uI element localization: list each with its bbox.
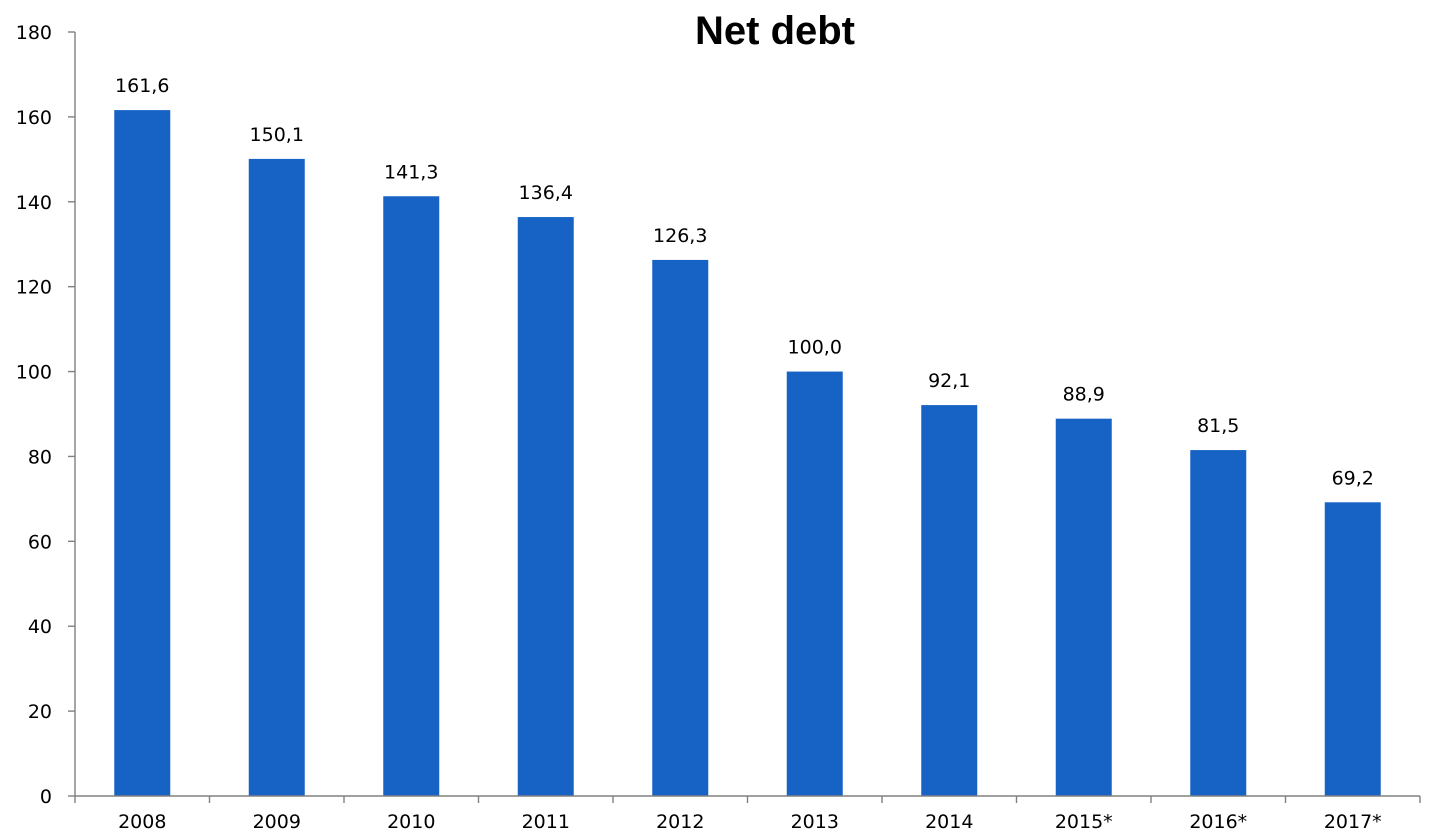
x-tick-label: 2016* — [1189, 811, 1247, 833]
data-label: 92,1 — [928, 370, 970, 392]
data-label: 150,1 — [250, 124, 304, 146]
y-tick-label: 60 — [28, 531, 52, 553]
x-tick-label: 2014 — [925, 811, 973, 833]
data-label: 141,3 — [384, 161, 438, 183]
bar — [114, 110, 171, 796]
x-tick-label: 2013 — [791, 811, 839, 833]
x-tick-label: 2010 — [387, 811, 435, 833]
data-label: 126,3 — [653, 225, 707, 247]
bar — [921, 405, 978, 796]
bar — [248, 158, 305, 797]
data-label: 88,9 — [1063, 384, 1105, 406]
bar — [786, 371, 843, 796]
bar — [1055, 418, 1112, 796]
x-tick-label: 2011 — [522, 811, 570, 833]
y-tick-label: 20 — [28, 701, 52, 723]
data-label: 69,2 — [1332, 467, 1374, 489]
bar — [517, 217, 574, 796]
chart-title: Net debt — [695, 9, 855, 53]
y-tick-label: 100 — [16, 362, 52, 384]
bars-group — [114, 110, 1381, 797]
data-labels-group: 161,6 150,1 141,3 136,4 126,3 100,0 92,1 88,9 81… — [115, 75, 1374, 489]
y-tick-label: 0 — [40, 786, 52, 808]
data-label: 81,5 — [1197, 415, 1239, 437]
bar — [1190, 450, 1247, 796]
y-tick-label: 180 — [16, 22, 52, 44]
y-tick-label: 40 — [28, 616, 52, 638]
data-label: 100,0 — [788, 337, 842, 359]
y-tick-label: 140 — [16, 192, 52, 214]
y-tick-label: 160 — [16, 107, 52, 129]
y-axis-ticks: 0 20 40 60 80 100 120 140 160 180 — [16, 22, 75, 808]
y-tick-label: 80 — [28, 446, 52, 468]
x-axis-ticks: 2008 2009 2010 2011 2012 2013 2014 2015* 2016* 20… — [74, 796, 1421, 833]
data-label: 161,6 — [115, 75, 169, 97]
bar — [383, 196, 440, 796]
x-tick-label: 2015* — [1055, 811, 1113, 833]
x-tick-label: 2008 — [118, 811, 166, 833]
y-tick-label: 120 — [16, 277, 52, 299]
x-tick-label: 2017* — [1324, 811, 1382, 833]
x-tick-label: 2009 — [253, 811, 301, 833]
data-label: 136,4 — [519, 182, 573, 204]
x-tick-label: 2012 — [656, 811, 704, 833]
bar — [652, 259, 709, 797]
bar — [1324, 502, 1381, 796]
